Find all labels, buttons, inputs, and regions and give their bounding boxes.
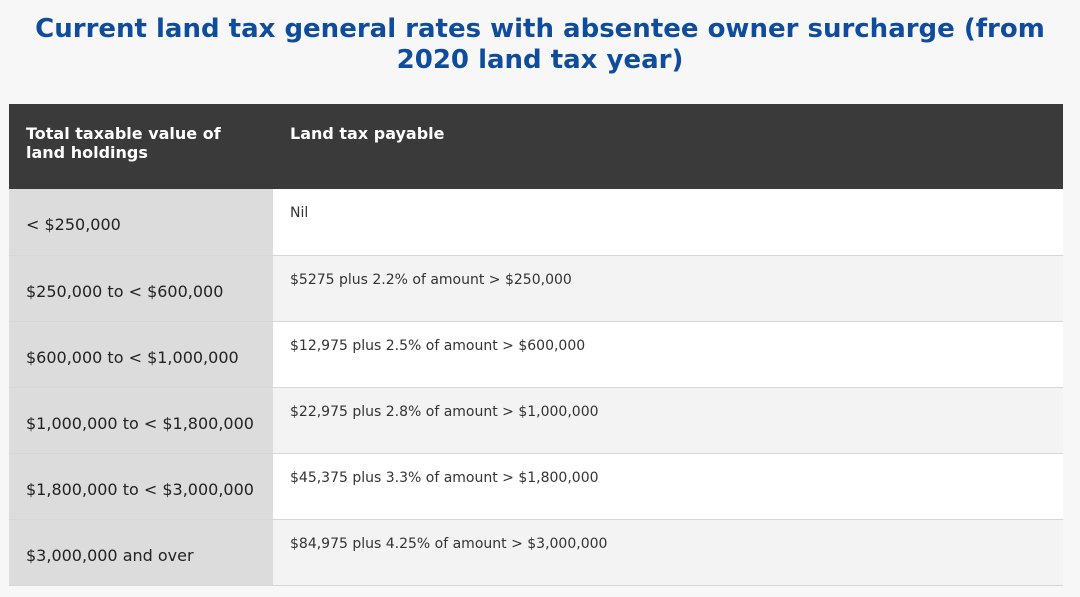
tax-payable: $45,375 plus 3.3% of amount > $1,800,000 xyxy=(273,453,1063,519)
tax-payable: $12,975 plus 2.5% of amount > $600,000 xyxy=(273,321,1063,387)
body: Current land tax general rates with abse… xyxy=(0,0,1080,597)
value-range: $250,000 to < $600,000 xyxy=(9,255,273,321)
value-range: < $250,000 xyxy=(9,189,273,255)
tax-payable: $22,975 plus 2.8% of amount > $1,000,000 xyxy=(273,387,1063,453)
tax-payable: $84,975 plus 4.25% of amount > $3,000,00… xyxy=(273,519,1063,585)
tax-payable: Nil xyxy=(273,189,1063,255)
table-body: < $250,000Nil$250,000 to < $600,000$5275… xyxy=(9,189,1063,585)
table-row: $1,000,000 to < $1,800,000$22,975 plus 2… xyxy=(9,387,1063,453)
tax-payable: $5275 plus 2.2% of amount > $250,000 xyxy=(273,255,1063,321)
value-range: $600,000 to < $1,000,000 xyxy=(9,321,273,387)
page: {"title": "Current land tax general rate… xyxy=(0,0,1080,597)
table-row: $250,000 to < $600,000$5275 plus 2.2% of… xyxy=(9,255,1063,321)
header-row: Total taxable value of land holdings Lan… xyxy=(9,104,1063,189)
value-range: $3,000,000 and over xyxy=(9,519,273,585)
table-row: $3,000,000 and over$84,975 plus 4.25% of… xyxy=(9,519,1063,585)
rates-table: Total taxable value of land holdings Lan… xyxy=(9,104,1063,586)
table-row: < $250,000Nil xyxy=(9,189,1063,255)
value-range: $1,800,000 to < $3,000,000 xyxy=(9,453,273,519)
header-cell: Land tax payable xyxy=(273,104,1063,189)
header-cell: Total taxable value of land holdings xyxy=(9,104,273,189)
title: Current land tax general rates with abse… xyxy=(0,0,1080,90)
value-range: $1,000,000 to < $1,800,000 xyxy=(9,387,273,453)
table-row: $600,000 to < $1,000,000$12,975 plus 2.5… xyxy=(9,321,1063,387)
table-row: $1,800,000 to < $3,000,000$45,375 plus 3… xyxy=(9,453,1063,519)
